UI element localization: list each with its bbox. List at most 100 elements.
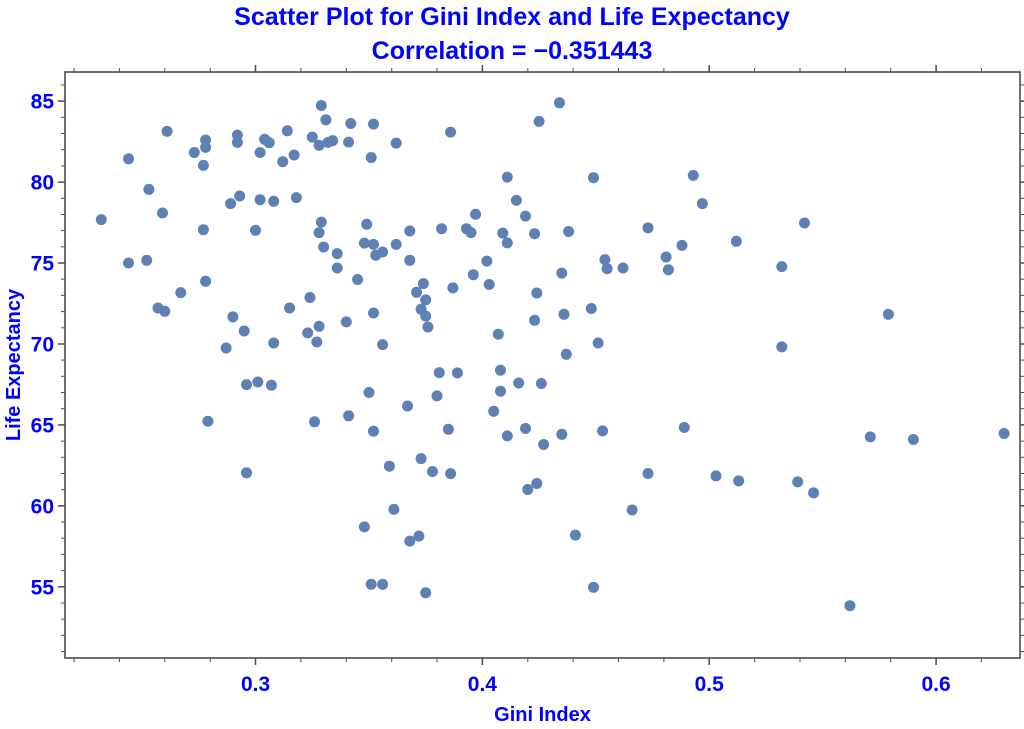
y-tick-label: 60 <box>31 495 54 518</box>
data-point <box>254 194 266 206</box>
data-point <box>556 428 568 440</box>
data-point <box>864 431 876 443</box>
x-tick-label: 0.6 <box>921 673 950 696</box>
data-point <box>696 198 708 210</box>
data-point <box>281 125 293 137</box>
data-point <box>467 269 479 281</box>
data-point <box>268 195 280 207</box>
data-point <box>415 453 427 465</box>
data-point <box>143 183 155 195</box>
data-point <box>470 208 482 220</box>
data-point <box>313 320 325 332</box>
data-point <box>431 390 443 402</box>
data-point <box>327 135 339 147</box>
data-point <box>161 125 173 137</box>
data-point <box>488 405 500 417</box>
data-point <box>642 468 654 479</box>
data-point <box>365 578 377 590</box>
data-point <box>529 228 541 240</box>
data-point <box>288 149 300 161</box>
data-point <box>363 387 375 398</box>
data-point <box>320 114 332 126</box>
data-point <box>390 238 402 250</box>
data-point <box>141 254 153 266</box>
data-point <box>358 237 370 249</box>
data-point <box>309 416 320 428</box>
data-point <box>241 467 252 479</box>
data-point <box>907 434 919 445</box>
data-point <box>660 251 672 263</box>
data-point <box>157 207 168 219</box>
data-point <box>510 194 522 206</box>
data-point <box>315 216 327 228</box>
data-point <box>250 224 261 236</box>
data-point <box>531 478 543 489</box>
data-point <box>465 227 477 239</box>
data-point <box>302 327 314 339</box>
data-point <box>497 227 509 239</box>
data-point <box>331 262 343 274</box>
data-point <box>533 115 545 127</box>
data-point <box>268 337 280 349</box>
data-point <box>202 415 214 427</box>
data-point <box>433 367 445 379</box>
data-point <box>277 156 289 168</box>
data-point <box>417 278 429 290</box>
data-point <box>592 337 604 349</box>
data-point <box>676 239 688 251</box>
data-point <box>558 308 570 320</box>
y-tick-label: 70 <box>31 333 54 356</box>
data-point <box>188 147 200 158</box>
data-point <box>241 379 252 391</box>
data-point <box>238 325 250 337</box>
data-point <box>451 367 463 379</box>
data-point <box>588 581 599 593</box>
data-point <box>447 282 459 294</box>
data-point <box>776 261 788 273</box>
y-tick-label: 85 <box>31 91 55 114</box>
data-point <box>197 224 209 236</box>
data-point <box>513 377 525 389</box>
data-point <box>556 267 568 279</box>
data-point <box>420 587 432 599</box>
data-point <box>411 286 423 298</box>
data-point <box>492 328 504 340</box>
data-point <box>792 476 804 488</box>
data-point <box>200 275 212 287</box>
data-point <box>776 341 788 353</box>
y-tick-label: 55 <box>31 576 55 599</box>
data-point <box>402 400 413 412</box>
x-tick-label: 0.4 <box>468 673 498 696</box>
data-point <box>531 287 543 299</box>
data-point <box>284 302 296 314</box>
data-point <box>569 529 581 541</box>
data-point <box>445 468 457 480</box>
data-point <box>678 422 690 433</box>
data-point <box>368 307 379 319</box>
data-point <box>404 254 416 266</box>
data-point <box>306 131 318 143</box>
data-point <box>535 378 547 389</box>
y-tick-label: 75 <box>31 253 55 276</box>
data-point <box>563 226 575 237</box>
data-point <box>263 137 275 149</box>
data-point <box>844 600 856 612</box>
data-point <box>340 316 352 328</box>
data-point <box>390 137 402 149</box>
data-point <box>626 504 638 516</box>
data-point <box>343 410 355 422</box>
data-point <box>597 425 609 437</box>
data-point <box>197 159 209 171</box>
data-point <box>427 466 438 477</box>
data-point <box>225 198 237 210</box>
plot-frame <box>64 71 1021 659</box>
data-point <box>420 310 432 322</box>
data-point <box>95 214 107 226</box>
data-point <box>520 210 531 222</box>
data-point <box>311 336 323 348</box>
data-point <box>522 484 534 495</box>
data-point <box>422 321 434 333</box>
data-point <box>404 225 416 237</box>
y-axis-label: Life Expectancy <box>3 288 25 441</box>
data-point <box>252 376 264 388</box>
